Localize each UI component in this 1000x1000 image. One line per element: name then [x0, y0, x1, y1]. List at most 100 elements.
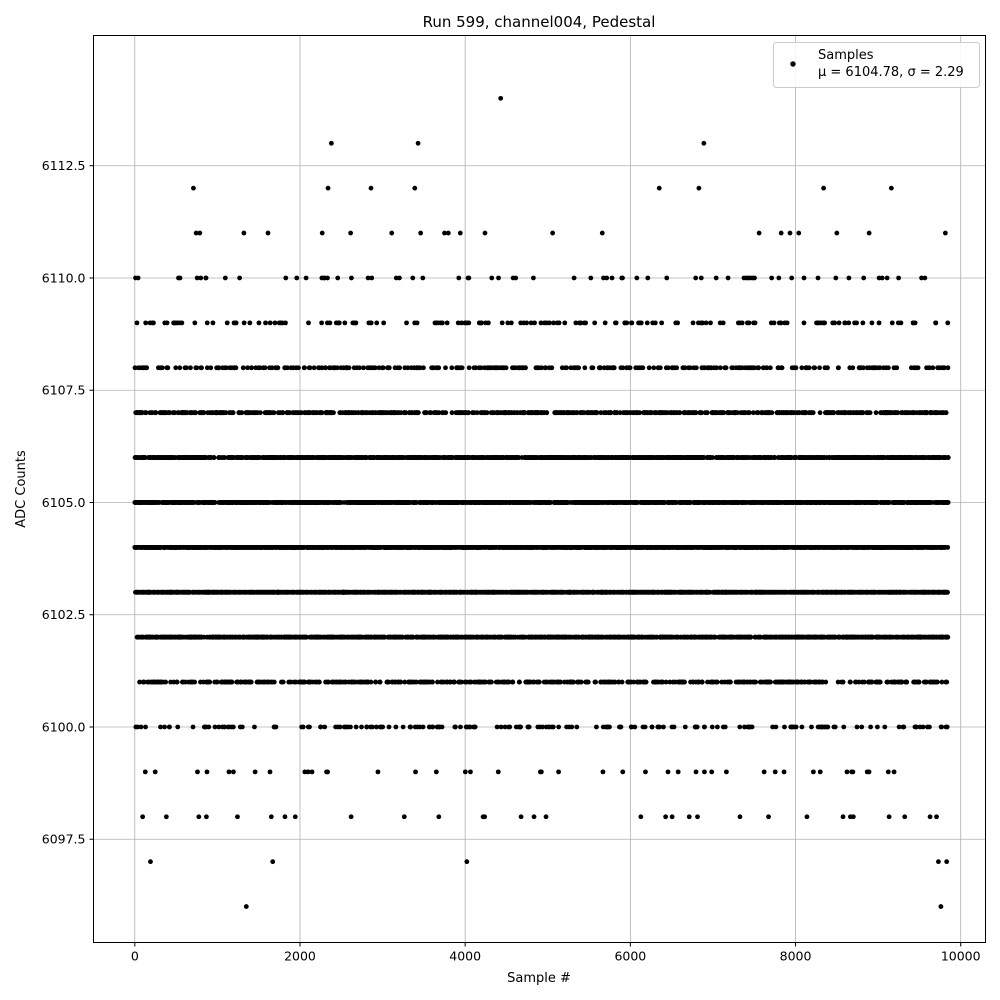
sample-point: [375, 769, 381, 775]
sample-point: [233, 320, 239, 326]
sample-point: [307, 724, 312, 730]
sample-point: [526, 724, 532, 730]
sample-point: [282, 814, 288, 820]
sample-point: [141, 679, 147, 685]
sample-point: [294, 275, 300, 281]
sample-point: [532, 320, 537, 326]
sample-point: [307, 365, 313, 371]
sample-point: [267, 320, 273, 326]
sample-point: [443, 410, 449, 416]
sample-point: [518, 724, 523, 730]
sample-point: [397, 365, 402, 371]
sample-point: [239, 724, 245, 730]
sample-point: [306, 320, 311, 326]
sample-point: [346, 365, 352, 371]
sample-point: [196, 814, 202, 820]
sample-point: [439, 724, 445, 730]
sample-point: [183, 365, 189, 371]
sample-point: [449, 365, 455, 371]
sample-point: [507, 724, 513, 730]
sample-point: [151, 320, 156, 326]
sample-point: [226, 769, 232, 775]
sample-point: [271, 679, 277, 685]
sample-point: [369, 275, 375, 281]
sample-point: [293, 679, 299, 685]
sample-point: [240, 365, 246, 371]
sample-point: [413, 769, 418, 775]
sample-point: [336, 320, 342, 326]
sample-point: [193, 410, 199, 416]
sample-point: [418, 230, 424, 236]
sample-point: [335, 275, 341, 281]
sample-point: [165, 365, 171, 371]
sample-point: [204, 814, 209, 820]
sample-point: [208, 365, 214, 371]
sample-point: [543, 814, 549, 820]
sample-point: [241, 320, 247, 326]
sample-point: [283, 275, 289, 281]
sample-point: [239, 410, 245, 416]
sample-point: [421, 365, 426, 371]
sample-point: [305, 769, 311, 775]
sample-point: [268, 814, 274, 820]
sample-point: [230, 410, 236, 416]
sample-point: [252, 769, 258, 775]
sample-point: [163, 679, 169, 685]
sample-point: [311, 365, 317, 371]
sample-point: [386, 365, 392, 371]
sample-point: [479, 320, 484, 326]
sample-point: [265, 230, 271, 236]
sample-point: [177, 275, 183, 281]
sample-point: [206, 724, 212, 730]
sample-point: [430, 679, 435, 685]
sample-point: [408, 724, 413, 730]
sample-point: [322, 724, 328, 730]
sample-point: [325, 769, 330, 775]
sample-point: [158, 724, 163, 730]
sample-point: [325, 275, 330, 281]
sample-point: [348, 814, 354, 820]
sample-point: [212, 500, 218, 505]
sample-point: [457, 230, 463, 236]
sample-point: [203, 275, 209, 281]
sample-point: [309, 769, 315, 775]
sample-point: [224, 320, 230, 326]
sample-point: [258, 410, 263, 416]
sample-point: [531, 814, 537, 820]
sample-point: [214, 679, 220, 685]
sample-point: [536, 679, 542, 685]
sample-point: [216, 365, 222, 371]
sample-point: [401, 814, 407, 820]
sample-point: [235, 814, 240, 820]
sample-point: [397, 275, 402, 281]
sample-point: [466, 320, 472, 326]
sample-point: [167, 724, 172, 730]
sample-point: [404, 320, 409, 326]
sample-point: [420, 275, 426, 281]
sample-point: [489, 275, 495, 281]
sample-point: [436, 365, 442, 371]
sample-point: [466, 275, 472, 281]
sample-point: [262, 365, 268, 371]
sample-point: [188, 365, 193, 371]
sample-point: [380, 724, 386, 730]
sample-point: [222, 724, 228, 730]
sample-point: [192, 320, 198, 326]
sample-point: [468, 769, 473, 775]
sample-point: [245, 365, 250, 371]
sample-point: [302, 365, 307, 371]
sample-point: [319, 320, 325, 326]
sample-point: [518, 814, 524, 820]
sample-point: [142, 769, 148, 775]
sample-point: [472, 724, 478, 730]
sample-point: [280, 410, 286, 416]
sample-point: [316, 679, 322, 685]
sample-point: [489, 679, 494, 685]
sample-point: [140, 814, 146, 820]
sample-point: [211, 455, 217, 460]
sample-point: [143, 724, 148, 730]
sample-point: [271, 410, 277, 416]
sample-point: [212, 724, 218, 730]
sample-point: [496, 275, 501, 281]
sample-point: [368, 320, 374, 326]
